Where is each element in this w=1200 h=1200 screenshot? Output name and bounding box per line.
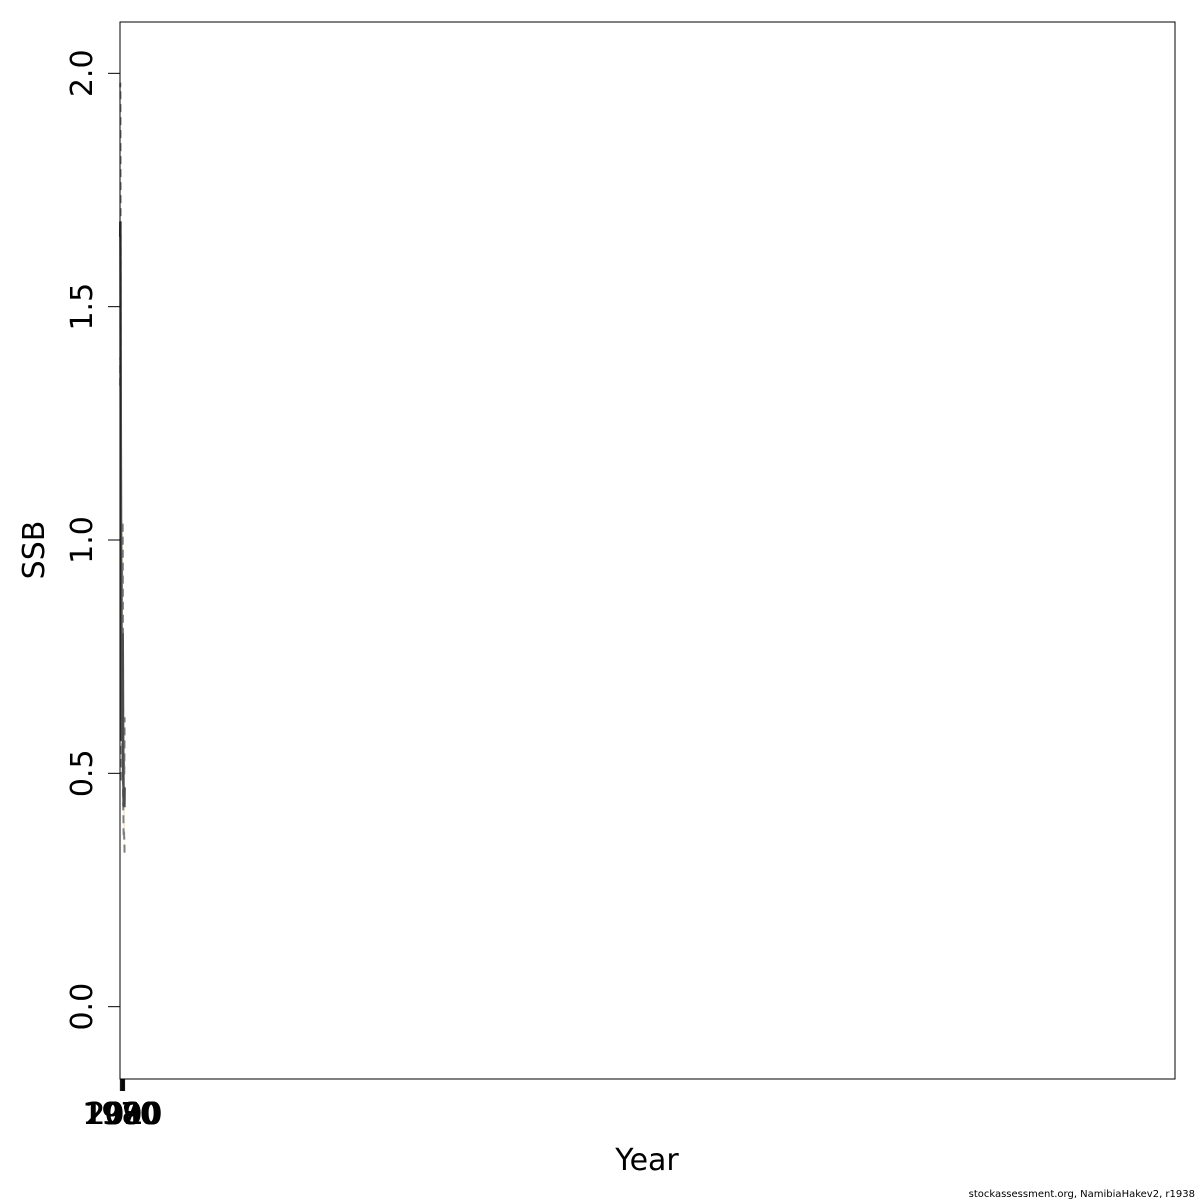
credit-text: stockassessment.org, NamibiaHakev2, r193… bbox=[969, 1189, 1195, 1200]
y-axis: 0.0 0.5 1.0 1.5 2.0 bbox=[65, 49, 121, 1031]
y-tick-label: 1.0 bbox=[65, 516, 100, 564]
x-tick-label: 2000 bbox=[85, 1097, 161, 1132]
x-tick-label: 1990 bbox=[84, 1097, 160, 1132]
y-tick-label: 2.0 bbox=[65, 49, 100, 97]
y-tick-label: 1.5 bbox=[65, 283, 100, 331]
x-axis-title: Year bbox=[614, 1143, 679, 1178]
x-tick-label: 1980 bbox=[83, 1097, 159, 1132]
x-tick-label: 1970 bbox=[82, 1097, 158, 1132]
y-axis-title: SSB bbox=[17, 521, 52, 580]
y-tick-label: 0.0 bbox=[65, 983, 100, 1031]
x-tick-label: 2010 bbox=[86, 1097, 162, 1132]
estimate-line bbox=[118, 221, 126, 808]
y-tick-label: 0.5 bbox=[65, 749, 100, 797]
plot-frame bbox=[119, 21, 1176, 1080]
